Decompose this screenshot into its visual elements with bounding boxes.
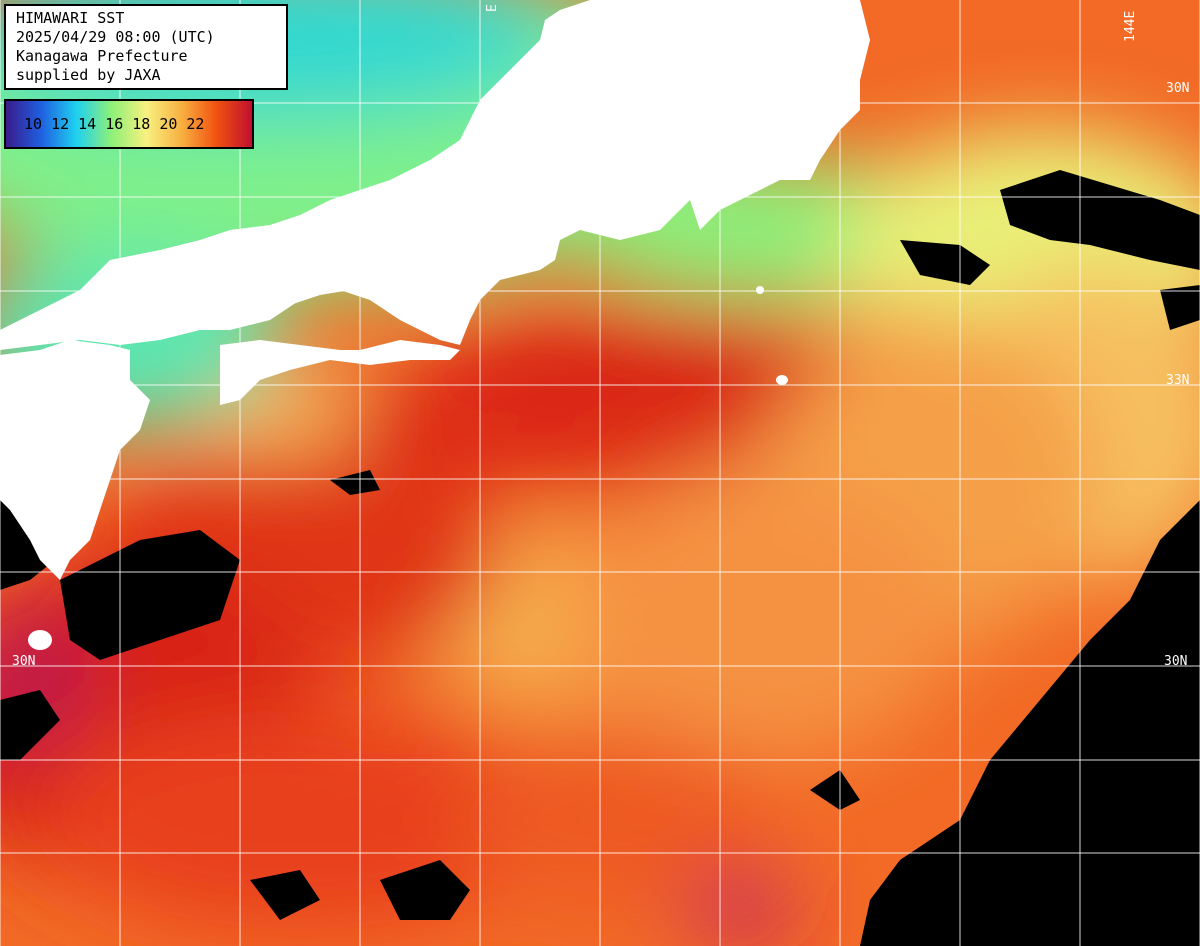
lat-label-30n-right: 30N: [1164, 654, 1188, 669]
observation-timestamp: 2025/04/29 08:00 (UTC): [16, 28, 215, 46]
data-credit: supplied by JAXA: [16, 66, 161, 84]
legend-tick: 14: [78, 115, 97, 133]
cloud-mask: [0, 170, 1200, 946]
map-info-box: HIMAWARI SST 2025/04/29 08:00 (UTC) Kana…: [4, 4, 288, 90]
lon-label-144e: 144E: [1123, 10, 1138, 42]
lon-label-partial: E: [485, 4, 500, 12]
legend-tick: 10: [24, 115, 43, 133]
temperature-color-legend: 10 12 14 16 18 20 22: [4, 99, 254, 149]
product-name: HIMAWARI SST: [16, 9, 125, 27]
legend-tick: 22: [186, 115, 205, 133]
region-name: Kanagawa Prefecture: [16, 47, 188, 65]
lat-label-33n: 33N: [1166, 373, 1190, 388]
legend-tick: 16: [105, 115, 124, 133]
legend-tick: 12: [51, 115, 70, 133]
legend-tick: 20: [159, 115, 178, 133]
legend-tick: 18: [132, 115, 151, 133]
lat-label-30n-top-right: 30N: [1166, 81, 1190, 96]
lat-label-30n-left: 30N: [12, 654, 36, 669]
